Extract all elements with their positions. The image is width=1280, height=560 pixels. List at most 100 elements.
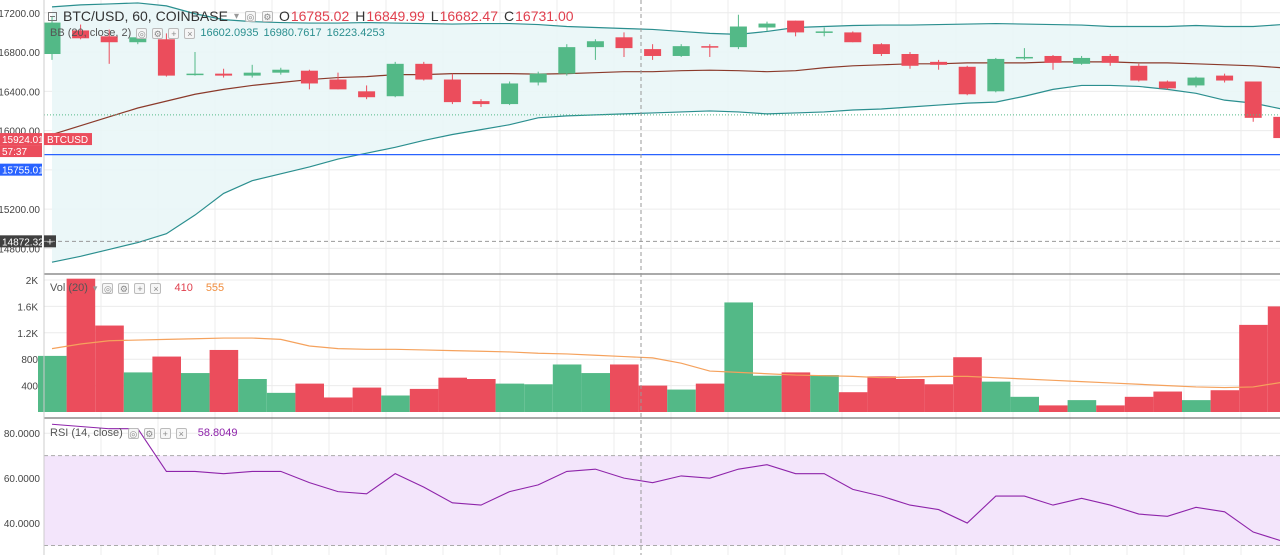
volume-bar[interactable] bbox=[1153, 391, 1182, 412]
candle[interactable] bbox=[729, 26, 747, 48]
volume-bar[interactable] bbox=[781, 372, 811, 412]
candle[interactable] bbox=[1015, 56, 1033, 59]
candle[interactable] bbox=[472, 101, 490, 105]
add-icon-bg[interactable] bbox=[44, 235, 56, 248]
candle[interactable] bbox=[672, 46, 690, 56]
candle[interactable] bbox=[558, 47, 576, 74]
candle[interactable] bbox=[958, 66, 976, 95]
candle[interactable] bbox=[872, 44, 890, 55]
eye-icon[interactable]: ◎ bbox=[244, 10, 256, 22]
candle[interactable] bbox=[1130, 65, 1148, 81]
eye-icon[interactable]: ◎ bbox=[127, 427, 139, 439]
candle[interactable] bbox=[529, 73, 547, 83]
candle[interactable] bbox=[815, 31, 833, 33]
volume-bar[interactable] bbox=[610, 364, 639, 412]
volume-bar[interactable] bbox=[467, 379, 496, 412]
rsi-label[interactable]: RSI (14, close) bbox=[50, 427, 123, 439]
candle[interactable] bbox=[1273, 116, 1280, 139]
candle[interactable] bbox=[1244, 81, 1262, 118]
candle[interactable] bbox=[1101, 55, 1119, 63]
candle[interactable] bbox=[1158, 81, 1176, 89]
volume-bar[interactable] bbox=[1039, 405, 1068, 412]
candle[interactable] bbox=[901, 54, 919, 66]
candle[interactable] bbox=[615, 37, 633, 49]
candle[interactable] bbox=[43, 22, 61, 55]
candle[interactable] bbox=[443, 79, 461, 103]
volume-bar[interactable] bbox=[152, 356, 181, 412]
volume-bar[interactable] bbox=[810, 375, 839, 412]
volume-bar[interactable] bbox=[953, 357, 982, 412]
bb-label[interactable]: BB (20, close, 2) bbox=[50, 27, 132, 39]
volume-bar[interactable] bbox=[381, 395, 410, 413]
candle[interactable] bbox=[415, 63, 433, 80]
volume-bar[interactable] bbox=[1267, 306, 1280, 412]
volume-bar[interactable] bbox=[38, 355, 67, 412]
volume-bar[interactable] bbox=[1182, 400, 1211, 412]
settings-icon[interactable]: ⚙ bbox=[152, 27, 164, 39]
add-icon[interactable]: + bbox=[47, 236, 53, 248]
volume-bar[interactable] bbox=[352, 387, 382, 412]
volume-bar[interactable] bbox=[638, 385, 668, 412]
candle[interactable] bbox=[329, 79, 347, 90]
volume-bar[interactable] bbox=[324, 397, 353, 412]
add-icon[interactable]: + bbox=[168, 27, 180, 39]
volume-bar[interactable] bbox=[181, 373, 210, 412]
candle[interactable] bbox=[272, 69, 290, 73]
volume-bar[interactable] bbox=[581, 373, 610, 412]
candle[interactable] bbox=[844, 32, 862, 43]
candle[interactable] bbox=[358, 91, 376, 98]
eye-icon[interactable]: ◎ bbox=[102, 282, 114, 294]
volume-bar[interactable] bbox=[924, 384, 954, 412]
volume-bar[interactable] bbox=[1067, 400, 1097, 412]
volume-bar[interactable] bbox=[1010, 396, 1039, 412]
add-icon[interactable]: + bbox=[159, 427, 171, 439]
add-icon[interactable]: + bbox=[134, 282, 146, 294]
settings-icon[interactable]: ⚙ bbox=[261, 10, 273, 22]
candle[interactable] bbox=[186, 73, 204, 76]
volume-bar[interactable] bbox=[524, 384, 553, 412]
settings-icon[interactable]: ⚙ bbox=[118, 282, 130, 294]
close-icon[interactable]: × bbox=[175, 427, 187, 439]
candle[interactable] bbox=[930, 61, 948, 65]
settings-icon[interactable]: ⚙ bbox=[143, 427, 155, 439]
candle[interactable] bbox=[586, 41, 604, 48]
volume-bar[interactable] bbox=[724, 302, 753, 412]
vol-label[interactable]: Vol (20) bbox=[50, 282, 88, 294]
volume-bar[interactable] bbox=[695, 383, 725, 412]
volume-bar[interactable] bbox=[238, 379, 267, 412]
candle[interactable] bbox=[644, 49, 662, 56]
chevron-down-icon[interactable]: ▾ bbox=[92, 282, 98, 293]
volume-bar[interactable] bbox=[266, 392, 296, 412]
volume-bar[interactable] bbox=[1096, 405, 1125, 412]
volume-bar[interactable] bbox=[95, 325, 124, 412]
candle[interactable] bbox=[758, 23, 776, 28]
volume-bar[interactable] bbox=[495, 383, 525, 412]
volume-bar[interactable] bbox=[838, 392, 868, 412]
volume-bar[interactable] bbox=[896, 379, 925, 412]
chevron-down-icon[interactable]: ▾ bbox=[233, 10, 239, 22]
candle[interactable] bbox=[1216, 75, 1234, 81]
candle[interactable] bbox=[129, 37, 147, 43]
volume-bar[interactable] bbox=[981, 381, 1011, 412]
candle[interactable] bbox=[987, 58, 1005, 92]
candle[interactable] bbox=[72, 30, 90, 39]
collapse-icon[interactable] bbox=[48, 11, 57, 21]
volume-bar[interactable] bbox=[552, 364, 582, 412]
candle[interactable] bbox=[787, 20, 805, 33]
candle[interactable] bbox=[300, 70, 318, 84]
volume-bar[interactable] bbox=[438, 377, 467, 412]
eye-icon[interactable]: ◎ bbox=[136, 27, 148, 39]
volume-bar[interactable] bbox=[1124, 396, 1154, 412]
candle[interactable] bbox=[157, 39, 175, 76]
candle[interactable] bbox=[215, 73, 233, 76]
candle[interactable] bbox=[1187, 77, 1205, 86]
volume-bar[interactable] bbox=[753, 375, 782, 412]
volume-bar[interactable] bbox=[295, 383, 324, 412]
candle[interactable] bbox=[243, 72, 261, 76]
candle[interactable] bbox=[1073, 57, 1091, 64]
volume-bar[interactable] bbox=[867, 376, 896, 412]
volume-bar[interactable] bbox=[667, 389, 696, 412]
candle[interactable] bbox=[386, 63, 404, 97]
candle[interactable] bbox=[1044, 55, 1062, 63]
